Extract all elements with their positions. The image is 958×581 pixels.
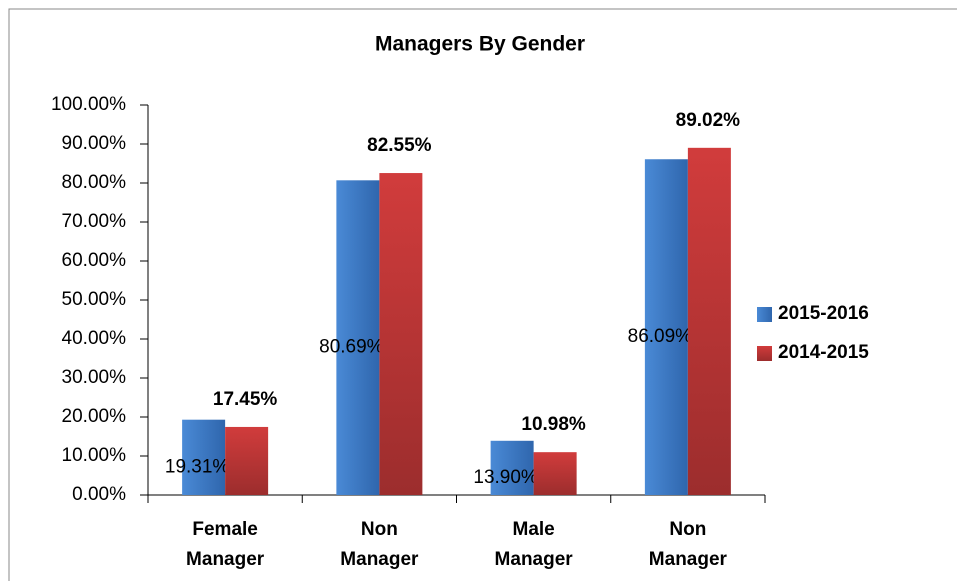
bar <box>490 440 534 495</box>
x-tick-label: Male Manager <box>495 519 574 570</box>
x-tick-label-line: Non <box>361 519 398 540</box>
x-tick-label-line: Male <box>513 519 555 540</box>
data-label: 17.45% <box>213 389 278 410</box>
y-tick-label: 70.00% <box>62 211 127 232</box>
frame <box>8 8 957 581</box>
x-tick-label-line: Manager <box>649 549 728 570</box>
data-label: 82.55% <box>367 135 432 156</box>
x-tick-label-line: Manager <box>186 549 265 570</box>
bar <box>336 180 380 495</box>
bar <box>533 452 577 495</box>
x-tick-label: Non Manager <box>340 519 419 570</box>
y-tick-label: 80.00% <box>62 172 127 193</box>
x-tick-label: Female Manager <box>186 519 265 570</box>
x-tick-label-line: Manager <box>495 549 574 570</box>
data-label: 19.31% <box>165 456 230 477</box>
y-tick-label: 0.00% <box>72 484 126 505</box>
bar <box>379 173 423 495</box>
data-label: 89.02% <box>676 110 741 131</box>
y-tick-label: 100.00% <box>51 94 126 115</box>
data-label: 13.90% <box>473 467 538 488</box>
legend-label: 2015-2016 <box>778 303 869 324</box>
bar <box>182 419 226 495</box>
x-tick-label-line: Manager <box>340 549 419 570</box>
bar <box>225 426 269 495</box>
y-tick-label: 50.00% <box>62 289 127 310</box>
legend-swatch <box>757 346 772 361</box>
x-tick-label: Non Manager <box>649 519 728 570</box>
y-tick-label: 30.00% <box>62 367 127 388</box>
data-label: 80.69% <box>319 337 384 358</box>
data-label: 86.09% <box>628 326 693 347</box>
x-tick-label-line: Female <box>192 519 257 540</box>
y-tick-label: 10.00% <box>62 445 127 466</box>
bar <box>687 147 731 495</box>
chart-title: Managers By Gender <box>375 33 585 56</box>
legend-swatch <box>757 307 772 322</box>
data-label: 10.98% <box>521 414 586 435</box>
y-tick-label: 20.00% <box>62 406 127 427</box>
y-tick-label: 90.00% <box>62 133 127 154</box>
legend-label: 2014-2015 <box>778 342 869 363</box>
x-tick-label-line: Non <box>669 519 706 540</box>
y-tick-label: 40.00% <box>62 328 127 349</box>
y-tick-label: 60.00% <box>62 250 127 271</box>
bar <box>644 159 688 495</box>
